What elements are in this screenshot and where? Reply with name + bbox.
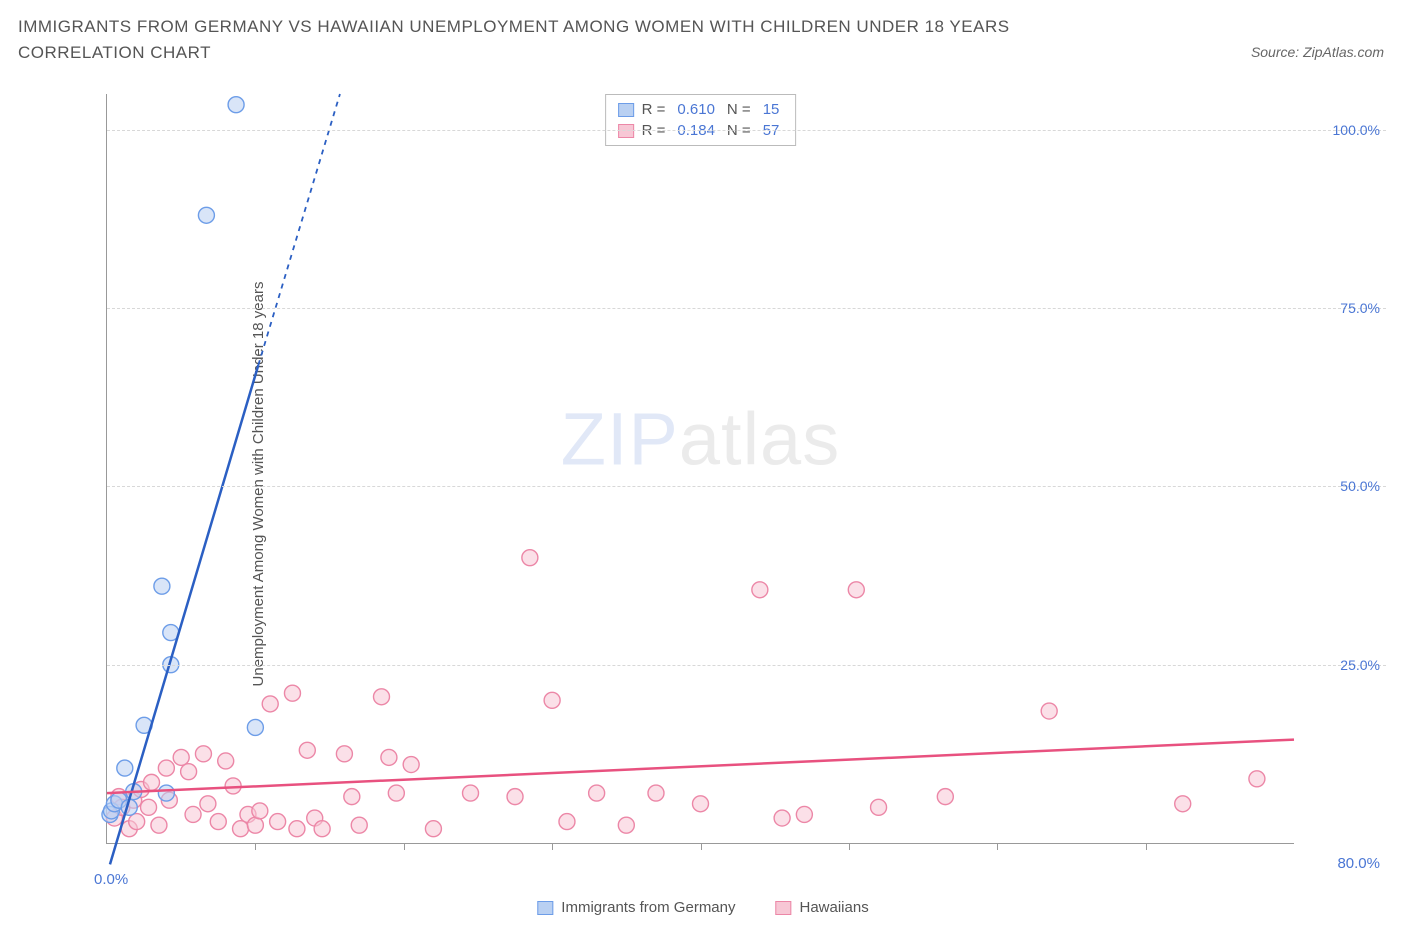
data-point (648, 785, 664, 801)
x-tick (404, 843, 405, 850)
y-tick-label: 50.0% (1340, 478, 1380, 494)
legend-item: Hawaiians (776, 899, 869, 916)
data-point (388, 785, 404, 801)
x-tick (255, 843, 256, 850)
x-tick (1146, 843, 1147, 850)
trend-line (107, 740, 1294, 794)
x-tick (552, 843, 553, 850)
data-point (774, 810, 790, 826)
chart-container: Unemployment Among Women with Children U… (50, 94, 1386, 874)
data-point (559, 814, 575, 830)
data-point (871, 799, 887, 815)
data-point (129, 814, 145, 830)
data-point (185, 806, 201, 822)
x-min-label: 0.0% (94, 871, 128, 888)
data-point (796, 806, 812, 822)
data-point (252, 803, 268, 819)
data-point (1249, 771, 1265, 787)
x-axis-labels: 0.0% 80.0% (106, 852, 1294, 874)
legend-series-name: Hawaiians (800, 899, 869, 916)
data-point (173, 749, 189, 765)
data-point (262, 696, 278, 712)
data-point (848, 582, 864, 598)
data-point (210, 814, 226, 830)
data-point (618, 817, 634, 833)
data-point (373, 689, 389, 705)
legend-item: Immigrants from Germany (537, 899, 735, 916)
gridline (107, 486, 1386, 487)
data-point (198, 207, 214, 223)
data-point (289, 821, 305, 837)
gridline (107, 308, 1386, 309)
data-point (589, 785, 605, 801)
data-point (314, 821, 330, 837)
data-point (937, 789, 953, 805)
x-max-label: 80.0% (1337, 855, 1380, 872)
gridline (107, 665, 1386, 666)
data-point (1041, 703, 1057, 719)
data-point (463, 785, 479, 801)
y-tick-label: 75.0% (1340, 300, 1380, 316)
data-point (247, 817, 263, 833)
data-point (381, 749, 397, 765)
data-point (117, 760, 133, 776)
data-point (507, 789, 523, 805)
data-point (233, 821, 249, 837)
x-tick (997, 843, 998, 850)
data-point (158, 760, 174, 776)
data-point (200, 796, 216, 812)
chart-title: IMMIGRANTS FROM GERMANY VS HAWAIIAN UNEM… (18, 14, 1118, 65)
legend-swatch-icon (776, 901, 792, 915)
data-point (151, 817, 167, 833)
data-point (228, 97, 244, 113)
data-point (195, 746, 211, 762)
data-point (336, 746, 352, 762)
data-point (270, 814, 286, 830)
data-point (752, 582, 768, 598)
data-point (693, 796, 709, 812)
data-point (344, 789, 360, 805)
data-point (544, 692, 560, 708)
x-tick (849, 843, 850, 850)
series-legend: Immigrants from Germany Hawaiians (537, 899, 868, 916)
data-point (154, 578, 170, 594)
data-point (181, 764, 197, 780)
data-point (403, 757, 419, 773)
source-attribution: Source: ZipAtlas.com (1251, 44, 1384, 60)
data-point (247, 719, 263, 735)
data-point (284, 685, 300, 701)
data-point (218, 753, 234, 769)
data-point (158, 785, 174, 801)
data-point (299, 742, 315, 758)
data-point (522, 550, 538, 566)
data-point (1175, 796, 1191, 812)
data-point (144, 774, 160, 790)
plot-region: ZIPatlas R = 0.610 N = 15 R = 0.184 N = … (106, 94, 1294, 844)
scatter-svg (107, 94, 1294, 843)
legend-swatch-icon (537, 901, 553, 915)
data-point (141, 799, 157, 815)
y-tick-label: 25.0% (1340, 657, 1380, 673)
y-tick-label: 100.0% (1333, 122, 1380, 138)
data-point (425, 821, 441, 837)
legend-series-name: Immigrants from Germany (561, 899, 735, 916)
gridline (107, 130, 1386, 131)
trend-line-extrapolated (258, 94, 340, 365)
x-tick (701, 843, 702, 850)
data-point (351, 817, 367, 833)
